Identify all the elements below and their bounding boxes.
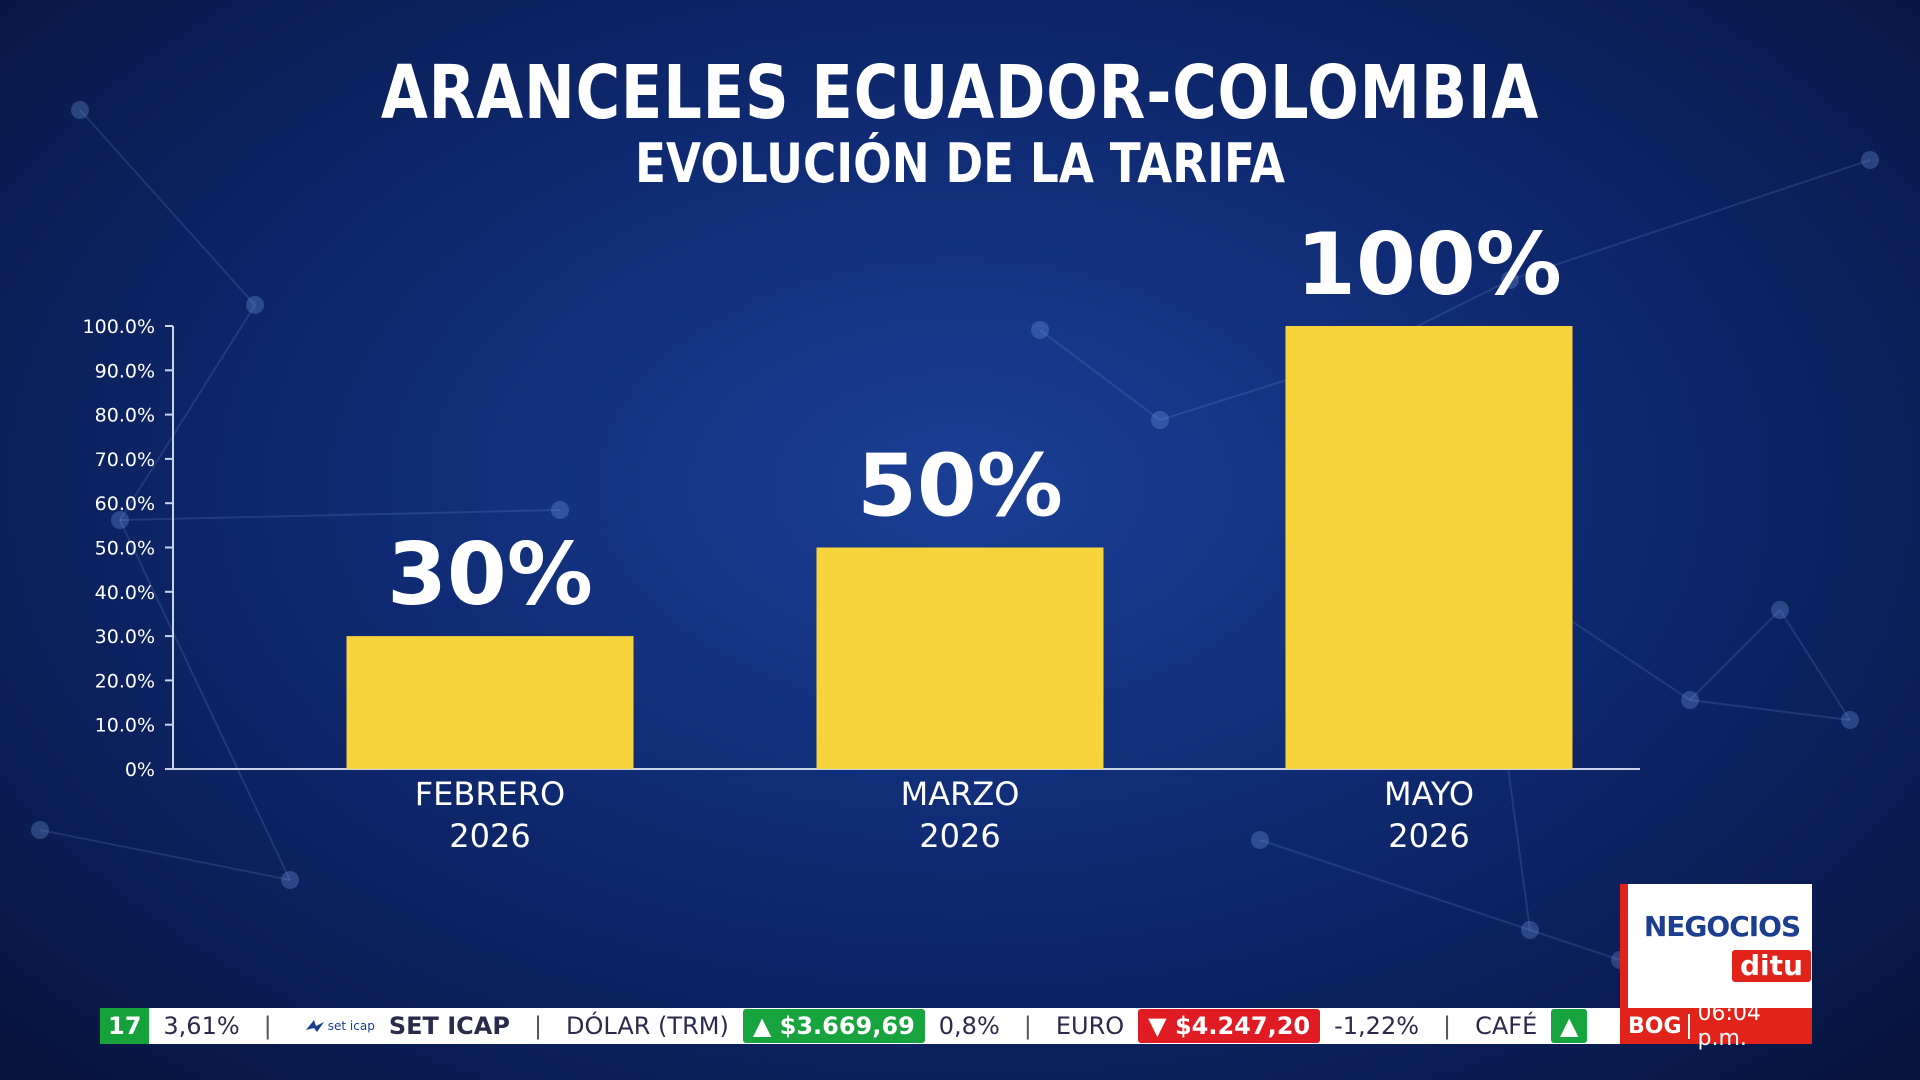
ticker-cafe-up-icon: ▲ — [1551, 1009, 1588, 1043]
ticker-dolar-change: 0,8% — [938, 1012, 1000, 1040]
network-node — [71, 101, 89, 119]
network-link — [1779, 609, 1851, 721]
bar — [816, 547, 1104, 769]
y-tick-label: 100.0% — [83, 316, 155, 338]
y-tick-label: 0% — [125, 759, 155, 781]
x-tick-label: MARZO — [901, 775, 1020, 813]
network-node — [1681, 691, 1699, 709]
y-tick-label: 80.0% — [95, 405, 155, 427]
y-tick-label: 90.0% — [95, 360, 155, 382]
ticker-euro-value: ▼ $4.247,20 — [1138, 1009, 1321, 1043]
data-label: 50% — [857, 437, 1063, 537]
network-node — [1841, 711, 1859, 729]
y-tick-label: 50.0% — [95, 538, 155, 560]
network-link — [119, 304, 256, 521]
ticker-dolar-label: DÓLAR (TRM) — [566, 1012, 729, 1040]
y-tick-label: 40.0% — [95, 582, 155, 604]
network-link — [1689, 609, 1781, 701]
y-tick-label: 60.0% — [95, 493, 155, 515]
y-tick-label: 30.0% — [95, 626, 155, 648]
data-label: 30% — [387, 525, 593, 625]
network-node — [1151, 411, 1169, 429]
ticker-euro-amount: $4.247,20 — [1174, 1012, 1311, 1040]
bars — [346, 326, 1573, 769]
ticker-euro-change: -1,22% — [1334, 1012, 1420, 1040]
ticker-dolar-value: ▲ $3.669,69 — [742, 1009, 925, 1043]
network-link — [1509, 159, 1871, 281]
clock-city: BOG — [1620, 1013, 1690, 1039]
channel-logo-top: NEGOCIOS — [1643, 910, 1801, 943]
bar — [346, 636, 634, 769]
network-node — [246, 296, 264, 314]
network-node — [1771, 601, 1789, 619]
ticker-separator: | — [1443, 1012, 1452, 1040]
channel-logo-bottom: ditu — [1732, 950, 1811, 982]
ticker-lead-number: 17 — [100, 1008, 150, 1044]
clock-time: 06:04 p.m. — [1697, 1001, 1761, 1051]
x-tick-label: FEBRERO — [415, 775, 565, 813]
chart-subtitle: EVOLUCIÓN DE LA TARIFA — [635, 132, 1285, 195]
set-icap-bird-icon — [305, 1020, 324, 1032]
network-node — [31, 821, 49, 839]
x-tick-label: 2026 — [449, 817, 530, 855]
ticker-dolar-amount: $3.669,69 — [779, 1012, 915, 1040]
network-node — [551, 501, 569, 519]
network-link — [119, 519, 291, 881]
ticker-set-icap: SET ICAP — [388, 1012, 510, 1040]
network-link — [119, 509, 561, 521]
x-tick-label: MAYO — [1384, 775, 1474, 813]
ticker-cafe-label: CAFÉ — [1475, 1012, 1538, 1040]
x-tick-label: 2026 — [1388, 817, 1469, 855]
ticker-separator: | — [1023, 1012, 1032, 1040]
ticker-euro-label: EURO — [1055, 1012, 1125, 1040]
ticker-separator: | — [533, 1012, 543, 1040]
y-tick-label: 70.0% — [95, 449, 155, 471]
y-tick-label: 10.0% — [95, 715, 155, 737]
network-node — [111, 511, 129, 529]
network-node — [1251, 831, 1269, 849]
set-icap-logo-text: set icap — [327, 1019, 375, 1033]
network-node — [1521, 921, 1539, 939]
network-link — [39, 829, 291, 881]
market-ticker: 17 3,61% | set icap SET ICAP | DÓLAR (TR… — [100, 1008, 1620, 1044]
x-tick-label: 2026 — [919, 817, 1000, 855]
network-link — [1039, 329, 1161, 421]
network-link — [1259, 839, 1531, 931]
ticker-separator: | — [263, 1012, 272, 1040]
network-node — [1861, 151, 1879, 169]
network-link — [1529, 929, 1621, 961]
chart-title: ARANCELES ECUADOR-COLOMBIA — [380, 50, 1540, 136]
data-label: 100% — [1296, 215, 1562, 315]
set-icap-logo: set icap — [302, 1016, 375, 1036]
network-node — [281, 871, 299, 889]
data-labels: 30% 50% 100% — [387, 215, 1562, 625]
bar — [1285, 326, 1573, 769]
clock-badge: BOG 06:04 p.m. — [1620, 1001, 1812, 1051]
bar-chart: 0% 10.0% 20.0% 30.0% 40.0% 50.0% 60.0% 70.0% 80.… — [83, 215, 1640, 855]
ticker-lead-value: 3,61% — [163, 1012, 240, 1040]
network-node — [1501, 271, 1519, 289]
y-tick-label: 20.0% — [95, 670, 155, 692]
x-axis-labels: FEBRERO 2026 MARZO 2026 MAYO 2026 — [415, 775, 1474, 855]
network-link — [1689, 699, 1851, 721]
network-link — [79, 109, 256, 306]
network-node — [1031, 321, 1049, 339]
channel-logo: NEGOCIOS ditu — [1620, 884, 1812, 1008]
